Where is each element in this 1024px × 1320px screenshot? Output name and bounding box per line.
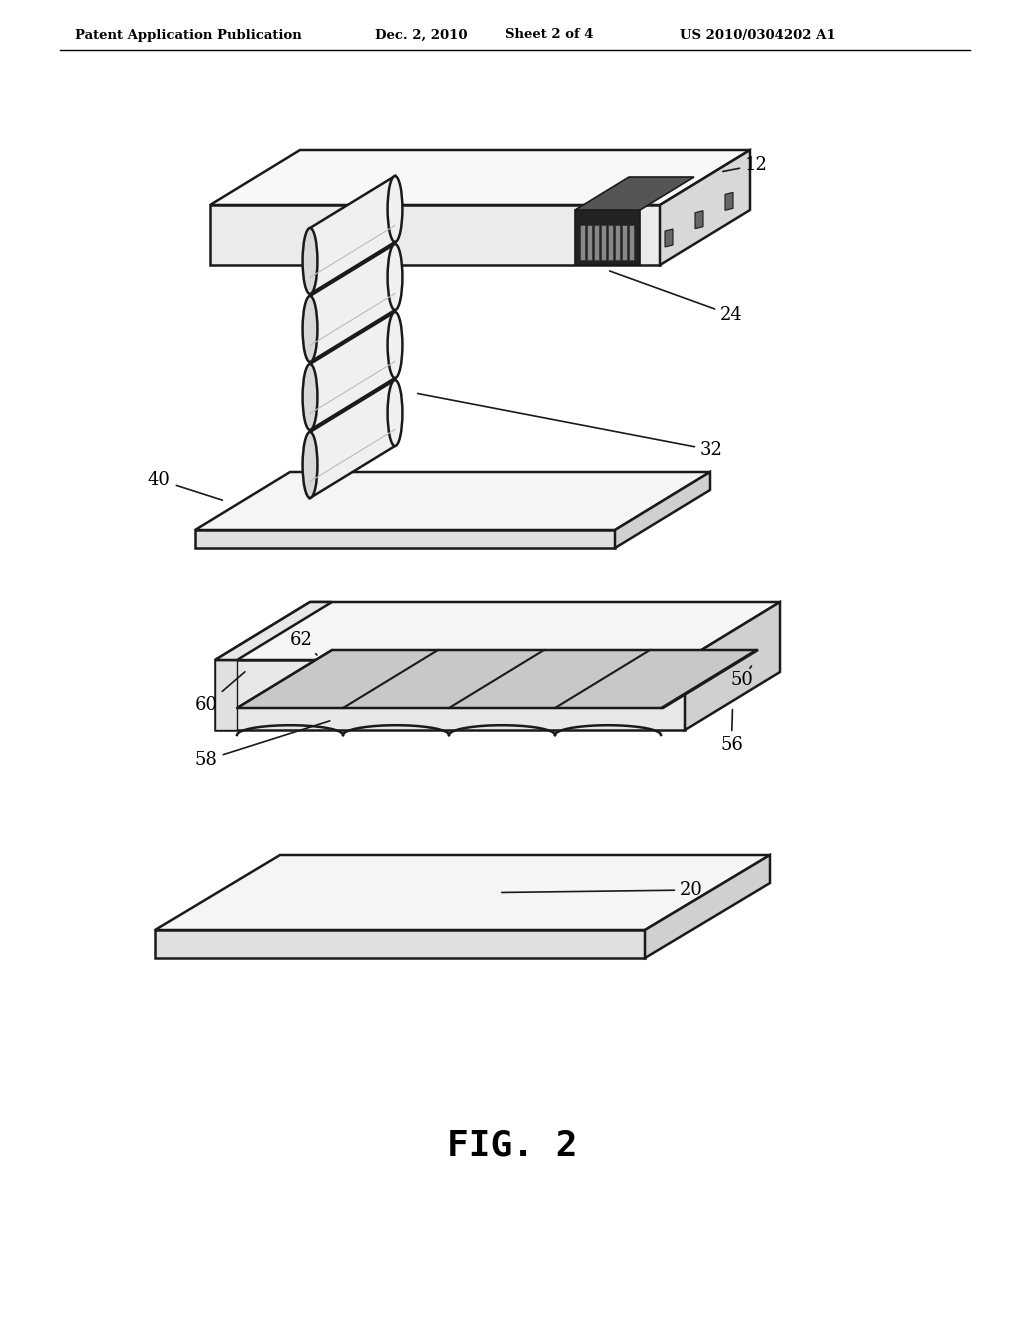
Polygon shape: [615, 473, 710, 548]
Polygon shape: [725, 193, 733, 210]
Text: 62: 62: [290, 631, 317, 655]
Polygon shape: [237, 649, 758, 708]
Polygon shape: [622, 224, 627, 260]
Ellipse shape: [302, 228, 317, 294]
Polygon shape: [195, 473, 710, 531]
Polygon shape: [215, 660, 237, 730]
Ellipse shape: [387, 176, 402, 242]
Polygon shape: [587, 224, 592, 260]
Polygon shape: [608, 224, 613, 260]
Ellipse shape: [302, 364, 317, 430]
Text: 32: 32: [418, 393, 723, 459]
Polygon shape: [594, 224, 599, 260]
Text: FIG. 2: FIG. 2: [446, 1129, 578, 1162]
Text: 50: 50: [730, 667, 753, 689]
Polygon shape: [575, 210, 640, 265]
Text: Dec. 2, 2010: Dec. 2, 2010: [375, 29, 468, 41]
Polygon shape: [660, 150, 750, 265]
Text: Sheet 2 of 4: Sheet 2 of 4: [505, 29, 594, 41]
Text: 24: 24: [609, 271, 742, 323]
Polygon shape: [665, 228, 673, 247]
Polygon shape: [195, 531, 615, 548]
Text: 56: 56: [720, 710, 742, 754]
Polygon shape: [575, 177, 694, 210]
Text: 58: 58: [195, 721, 330, 770]
Ellipse shape: [387, 380, 402, 446]
Ellipse shape: [302, 296, 317, 362]
Polygon shape: [645, 855, 770, 958]
Text: Patent Application Publication: Patent Application Publication: [75, 29, 302, 41]
Text: 20: 20: [502, 880, 702, 899]
Ellipse shape: [387, 312, 402, 378]
Polygon shape: [155, 931, 645, 958]
Polygon shape: [615, 224, 620, 260]
Polygon shape: [210, 150, 750, 205]
Polygon shape: [601, 224, 606, 260]
Polygon shape: [310, 176, 395, 294]
Polygon shape: [215, 602, 780, 660]
Ellipse shape: [387, 244, 402, 310]
Polygon shape: [155, 855, 770, 931]
Polygon shape: [629, 224, 634, 260]
Polygon shape: [580, 224, 585, 260]
Text: US 2010/0304202 A1: US 2010/0304202 A1: [680, 29, 836, 41]
Polygon shape: [215, 602, 332, 660]
Polygon shape: [310, 312, 395, 430]
Text: 12: 12: [723, 156, 768, 174]
Text: 40: 40: [148, 471, 222, 500]
Polygon shape: [210, 205, 660, 265]
Ellipse shape: [302, 432, 317, 498]
Polygon shape: [310, 244, 395, 362]
Polygon shape: [695, 211, 703, 228]
Polygon shape: [685, 602, 780, 730]
Text: 60: 60: [195, 672, 245, 714]
Polygon shape: [215, 660, 685, 730]
Polygon shape: [310, 380, 395, 498]
